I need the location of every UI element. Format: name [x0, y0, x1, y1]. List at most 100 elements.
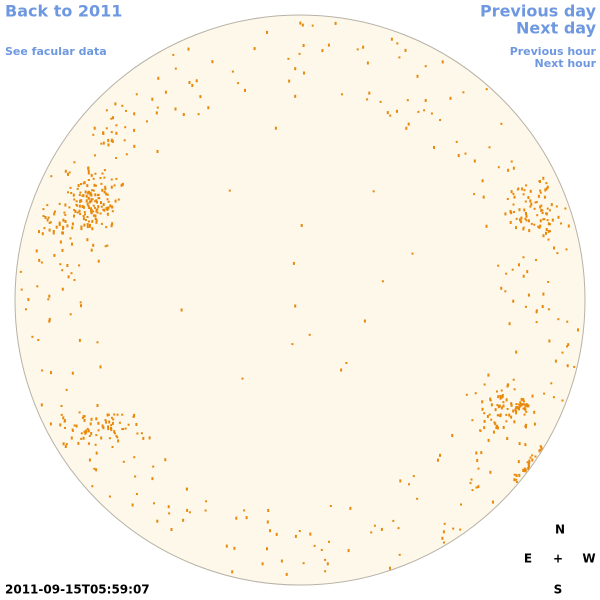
facular-point [545, 228, 548, 231]
facular-point [152, 465, 155, 468]
facular-point [555, 205, 558, 208]
facular-point [294, 67, 297, 71]
facular-point [64, 213, 67, 216]
facular-point [101, 172, 104, 175]
back-link[interactable]: Back to 2011 [5, 2, 122, 21]
facular-point [49, 221, 52, 224]
facular-point [502, 426, 505, 429]
facular-point [530, 202, 533, 206]
facular-point [545, 187, 548, 191]
facular-point [48, 222, 51, 224]
facular-point [79, 301, 82, 304]
facular-point [512, 203, 515, 206]
facular-point [85, 199, 88, 203]
facular-point [133, 112, 136, 116]
facular-point [91, 227, 94, 231]
facular-point [204, 509, 207, 512]
facular-point [457, 154, 460, 157]
facular-point [294, 304, 297, 308]
facular-point [233, 546, 236, 550]
facular-point [520, 216, 523, 220]
facular-point [527, 219, 530, 223]
facular-point [72, 193, 75, 197]
facular-point [557, 215, 560, 219]
facular-point [136, 432, 139, 435]
facular-point [117, 439, 120, 443]
facular-point [416, 497, 419, 500]
facular-point [522, 403, 525, 406]
facular-point [79, 213, 82, 216]
facular-point [146, 120, 148, 123]
facular-point [261, 562, 264, 566]
facular-point [102, 141, 105, 145]
facular-link[interactable]: See facular data [5, 45, 107, 58]
facular-point [87, 220, 90, 223]
facular-point [99, 177, 102, 179]
facular-point [73, 198, 76, 201]
facular-point [245, 516, 248, 520]
facular-point [61, 248, 64, 252]
previous-day-link[interactable]: Previous day [480, 2, 597, 21]
facular-point [88, 200, 91, 204]
facular-point [309, 532, 312, 536]
facular-point [40, 261, 43, 264]
facular-point [90, 173, 93, 177]
facular-point [60, 405, 63, 407]
next-hour-link[interactable]: Next hour [535, 57, 597, 70]
facular-point [103, 208, 106, 212]
facular-point [94, 193, 97, 197]
facular-point [497, 414, 499, 417]
facular-point [423, 109, 426, 112]
facular-point [114, 432, 116, 435]
facular-point [485, 88, 488, 91]
facular-point [517, 460, 520, 464]
facular-point [88, 435, 91, 437]
facular-point [82, 215, 85, 217]
facular-point [510, 190, 513, 194]
facular-point [78, 204, 81, 208]
facular-point [83, 223, 86, 227]
facular-point [535, 201, 538, 204]
facular-point [52, 231, 55, 235]
previous-hour-link[interactable]: Previous hour [510, 45, 597, 58]
facular-point [71, 242, 73, 246]
facular-point [408, 483, 410, 486]
facular-point [88, 458, 91, 462]
facular-point [87, 179, 90, 181]
facular-point [308, 333, 311, 336]
facular-point [93, 206, 96, 209]
facular-point [522, 228, 525, 231]
facular-point [79, 199, 82, 203]
facular-point [523, 189, 526, 192]
next-day-link[interactable]: Next day [516, 19, 597, 38]
facular-point [526, 403, 529, 406]
facular-point [506, 408, 509, 410]
facular-point [62, 442, 65, 446]
facular-point [480, 451, 483, 455]
facular-point [59, 240, 62, 244]
facular-point [530, 222, 533, 225]
facular-point [52, 230, 55, 232]
facular-point [231, 70, 234, 73]
facular-point [525, 305, 527, 308]
facular-point [537, 194, 540, 198]
facular-point [135, 493, 138, 495]
facular-point [527, 463, 530, 466]
facular-point [168, 512, 171, 515]
facular-point [110, 428, 113, 432]
facular-point [541, 305, 544, 308]
facular-point [320, 549, 323, 551]
facular-point [526, 405, 529, 408]
facular-point [49, 422, 52, 426]
facular-point [487, 438, 490, 442]
facular-point [82, 415, 85, 419]
facular-point [497, 395, 500, 399]
facular-point [473, 193, 476, 196]
facular-point [62, 225, 64, 228]
facular-point [500, 406, 503, 410]
facular-point [104, 419, 107, 422]
facular-point [505, 398, 508, 402]
facular-point [133, 456, 136, 459]
facular-point [42, 215, 45, 217]
facular-point [90, 432, 93, 435]
